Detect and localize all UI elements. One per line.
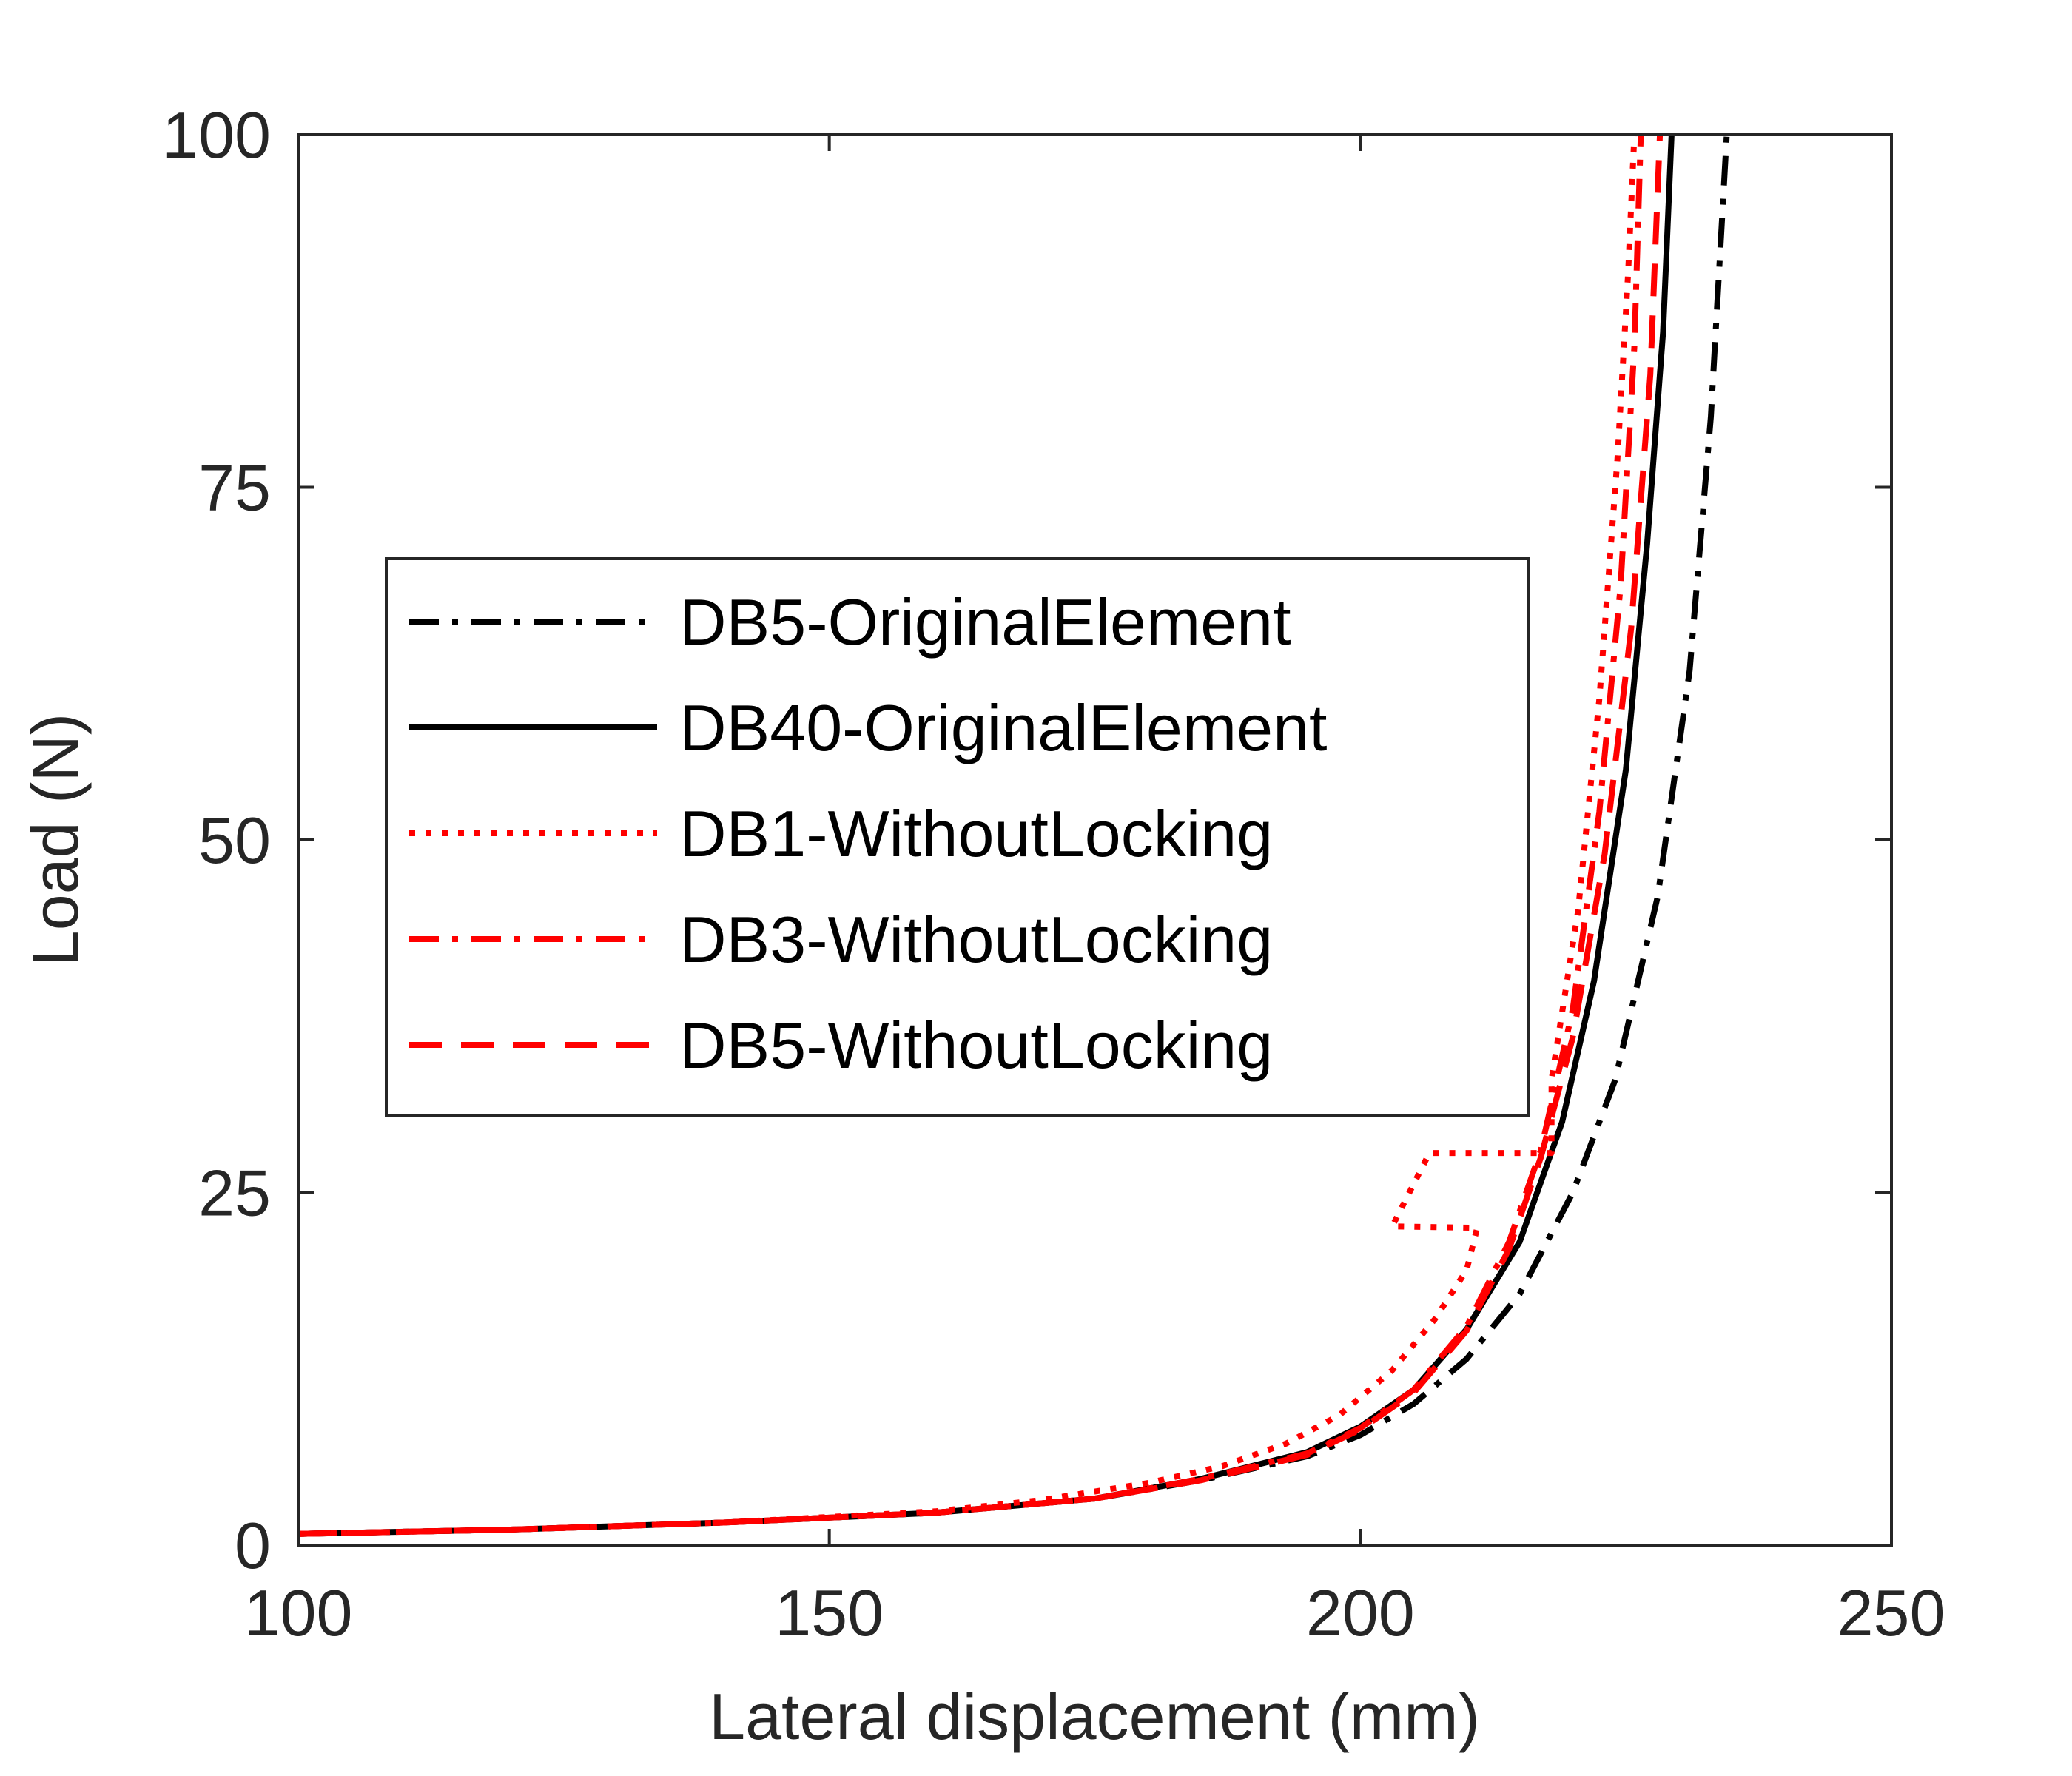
legend-box bbox=[385, 557, 1530, 1117]
y-tick-label: 50 bbox=[198, 804, 271, 877]
legend: DB5-OriginalElement DB40-OriginalElement D… bbox=[385, 557, 1530, 1117]
tick-layer: 100 150 200 250 0 25 50 75 100 bbox=[162, 98, 1945, 1649]
legend-label-4: DB3-WithoutLocking bbox=[679, 903, 1273, 976]
x-tick-label: 150 bbox=[775, 1576, 884, 1649]
x-tick-label: 250 bbox=[1837, 1576, 1946, 1649]
x-axis-label: Lateral displacement (mm) bbox=[709, 1680, 1480, 1753]
series-line-3 bbox=[298, 135, 1638, 1537]
x-tick-label: 100 bbox=[244, 1576, 353, 1649]
y-tick-label: 25 bbox=[198, 1157, 271, 1230]
y-axis-label: Load (N) bbox=[18, 713, 92, 966]
legend-entries: DB5-OriginalElement DB40-OriginalElement D… bbox=[409, 585, 1328, 1082]
legend-label-2: DB40-OriginalElement bbox=[679, 691, 1328, 764]
legend-label-5: DB5-WithoutLocking bbox=[679, 1009, 1273, 1082]
x-tick-label: 200 bbox=[1306, 1576, 1415, 1649]
series-layer bbox=[298, 135, 1730, 1537]
y-tick-label: 0 bbox=[235, 1509, 271, 1582]
y-tick-label: 100 bbox=[162, 98, 271, 172]
legend-label-3: DB1-WithoutLocking bbox=[679, 797, 1273, 870]
y-tick-label: 75 bbox=[198, 451, 271, 525]
legend-label-1: DB5-OriginalElement bbox=[679, 585, 1291, 659]
